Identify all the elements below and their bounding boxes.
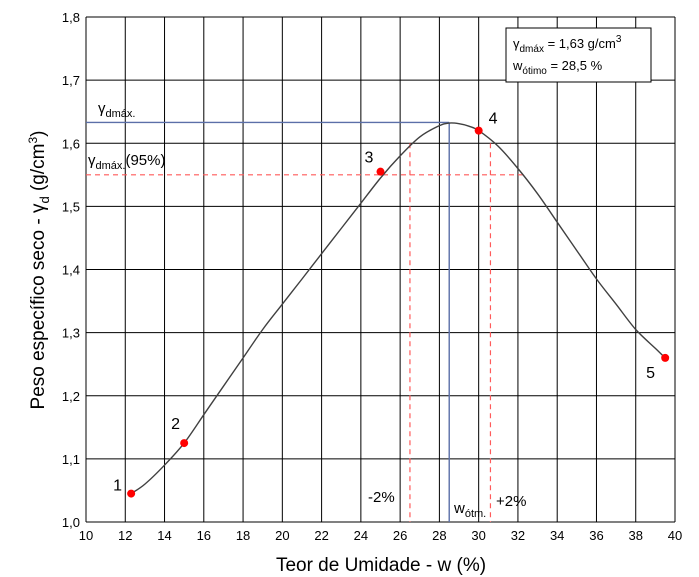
- y-tick-label: 1,2: [62, 389, 80, 404]
- y-axis-title-unit: (g/cm: [28, 144, 49, 197]
- gamma-95-label: γdmáx.(95%): [88, 152, 165, 172]
- y-tick-label: 1,6: [62, 136, 80, 151]
- minus2-label: -2%: [368, 489, 395, 506]
- x-tick-label: 24: [354, 528, 368, 543]
- x-tick-label: 34: [550, 528, 564, 543]
- data-point-1: [127, 489, 136, 498]
- data-point-label-2: 2: [171, 416, 180, 433]
- w-otm-sub: ótm.: [465, 508, 486, 520]
- y-tick-label: 1,0: [62, 515, 80, 530]
- legend-gamma-sub: dmáx: [520, 44, 544, 55]
- y-tick-label: 1,1: [62, 452, 80, 467]
- y-axis-title-sub: d: [37, 196, 52, 203]
- data-points: 1 2 3 4 5: [113, 111, 670, 498]
- gamma-dmax-symbol: γ: [98, 100, 106, 117]
- legend-w-value: = 28,5 %: [547, 58, 603, 73]
- y-axis-title-main: Peso específico seco - γ: [28, 203, 49, 409]
- x-tick-label: 28: [432, 528, 446, 543]
- data-point-5: [661, 353, 670, 362]
- x-tick-label: 40: [668, 528, 682, 543]
- data-point-2: [180, 439, 189, 448]
- x-tick-label: 12: [118, 528, 132, 543]
- x-tick-label: 32: [511, 528, 525, 543]
- data-point-label-3: 3: [365, 150, 374, 167]
- data-point-3: [376, 167, 385, 176]
- guide-lines: [86, 121, 524, 522]
- y-tick-label: 1,3: [62, 326, 80, 341]
- plus2-label: +2%: [496, 493, 526, 510]
- y-axis-title-close: ): [28, 131, 49, 137]
- gamma-dmax-label: γdmáx.: [98, 100, 135, 120]
- legend-line-w: wótimo = 28,5 %: [512, 58, 603, 77]
- x-tick-label: 10: [79, 528, 93, 543]
- gamma-95-symbol: γ: [88, 152, 96, 169]
- x-tick-label: 20: [275, 528, 289, 543]
- x-tick-label: 38: [628, 528, 642, 543]
- x-tick-label: 22: [314, 528, 328, 543]
- gamma-95-sub: dmáx.: [96, 160, 126, 172]
- x-tick-label: 16: [197, 528, 211, 543]
- w-otm-symbol: w: [453, 500, 465, 517]
- legend-frame: [505, 27, 652, 83]
- x-tick-label: 18: [236, 528, 250, 543]
- x-tick-label: 26: [393, 528, 407, 543]
- y-tick-label: 1,5: [62, 199, 80, 214]
- data-point-4: [474, 126, 483, 135]
- compaction-curve: [130, 122, 666, 495]
- legend-gamma-sup: 3: [616, 34, 622, 45]
- legend-gamma-symbol: γ: [513, 36, 520, 51]
- y-tick-label: 1,8: [62, 10, 80, 25]
- legend-w-sub: ótimo: [522, 66, 547, 77]
- y-tick-label: 1,7: [62, 73, 80, 88]
- y-axis-title-sup: 3: [26, 137, 40, 144]
- legend-w-symbol: w: [512, 58, 523, 73]
- x-axis-title: Teor de Umidade - w (%): [276, 555, 486, 576]
- data-point-label-4: 4: [489, 111, 498, 128]
- x-tick-label: 30: [471, 528, 485, 543]
- y-axis-title: Peso específico seco - γd (g/cm3): [26, 131, 52, 410]
- x-tick-label: 36: [589, 528, 603, 543]
- data-point-label-5: 5: [646, 365, 655, 382]
- legend-line-gamma: γdmáx = 1,63 g/cm3: [513, 34, 622, 55]
- x-tick-label: 14: [157, 528, 171, 543]
- w-otm-label: wótm.: [453, 500, 486, 520]
- legend-gamma-value: = 1,63 g/cm: [544, 36, 616, 51]
- legend-box: γdmáx = 1,63 g/cm3 wótimo = 28,5 %: [505, 27, 652, 83]
- grid-lines: [85, 16, 676, 523]
- y-tick-label: 1,4: [62, 263, 80, 278]
- gamma-95-suffix: (95%): [125, 152, 165, 169]
- tick-labels: 10 12 14 16 18 20 22 24 26 28 30 32 34 36 38 401,01,11,…: [62, 10, 682, 543]
- gamma-dmax-sub: dmáx.: [106, 108, 136, 120]
- data-point-label-1: 1: [113, 478, 122, 495]
